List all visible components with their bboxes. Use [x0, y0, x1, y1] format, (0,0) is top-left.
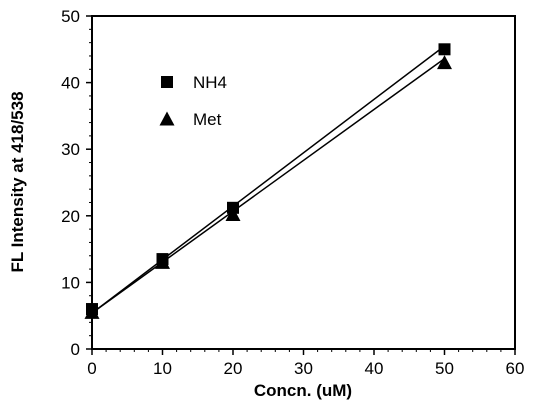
plot-frame: [91, 15, 516, 350]
legend-label-nh4: NH4: [193, 73, 227, 92]
y-tick-label: 30: [61, 140, 80, 159]
marker-met: [225, 206, 241, 221]
fit-line-met: [91, 58, 445, 314]
fit-lines: [91, 45, 445, 314]
marker-met: [84, 304, 100, 319]
x-axis-title: Concn. (uM): [254, 381, 352, 400]
ticks: 0 10 20 30 40 50 60 0 10 20 30 40 50: [61, 7, 524, 378]
x-tick-label: 0: [87, 359, 96, 378]
y-tick-label: 0: [71, 340, 80, 359]
legend-label-met: Met: [193, 110, 222, 129]
x-tick-label: 10: [153, 359, 172, 378]
fit-line-nh4: [91, 45, 445, 314]
y-tick-label: 10: [61, 273, 80, 292]
y-axis-title: FL Intensity at 418/538: [8, 91, 27, 272]
x-tick-label: 60: [506, 359, 525, 378]
marker-nh4: [438, 43, 451, 56]
data-markers: [84, 43, 452, 319]
y-tick-label: 40: [61, 74, 80, 93]
x-tick-label: 20: [224, 359, 243, 378]
y-tick-label: 50: [61, 7, 80, 26]
marker-met: [437, 55, 452, 70]
axes: [91, 15, 516, 350]
y-tick-label: 20: [61, 207, 80, 226]
legend: NH4 Met: [159, 73, 227, 129]
x-tick-label: 40: [365, 359, 384, 378]
x-tick-label: 30: [294, 359, 313, 378]
legend-marker-nh4: [161, 76, 173, 88]
x-tick-label: 50: [435, 359, 454, 378]
marker-met: [155, 254, 170, 269]
legend-marker-met: [159, 111, 175, 126]
